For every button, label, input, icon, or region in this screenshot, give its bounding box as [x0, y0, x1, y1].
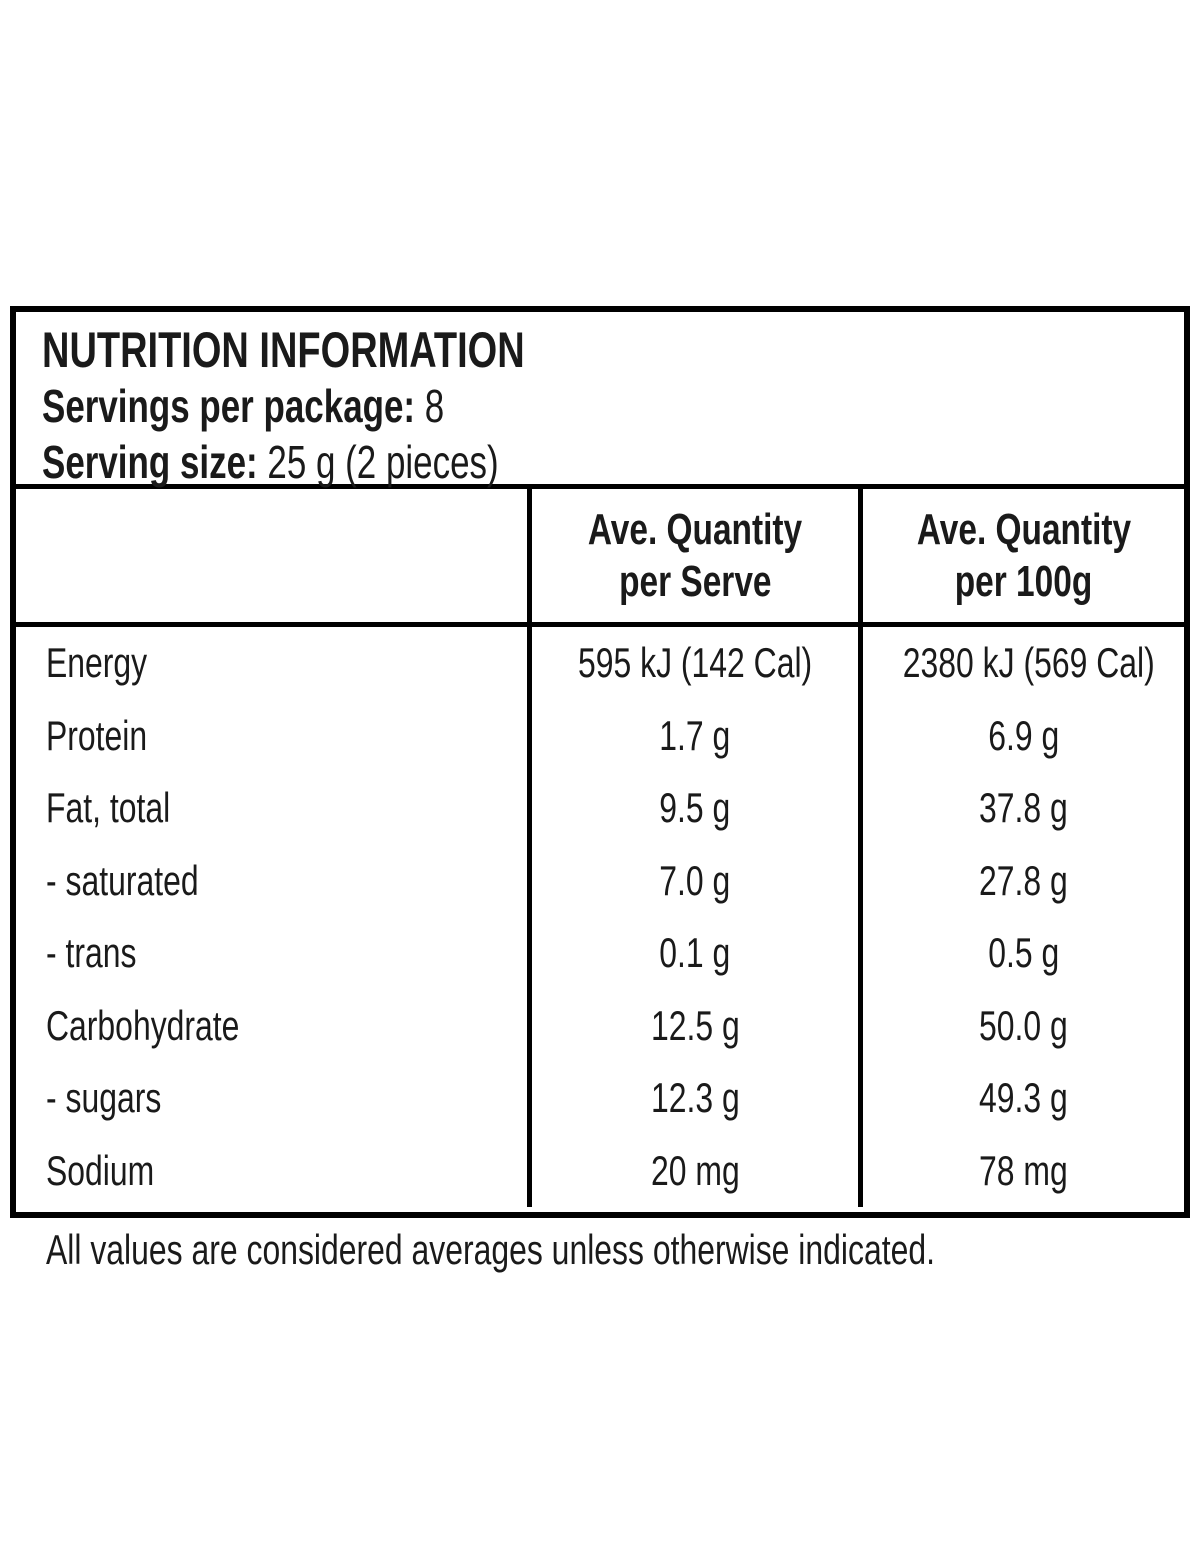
row-value-per-100g: 2380 kJ (569 Cal)	[858, 627, 1195, 700]
table-row-fat-total: Fat, total 9.5 g 37.8 g	[16, 772, 1184, 845]
row-value-per-serve: 595 kJ (142 Cal)	[527, 627, 858, 700]
serving-size-label: Serving size:	[42, 436, 258, 488]
row-value-per-serve: 0.1 g	[527, 917, 858, 990]
table-row-sugars: - sugars 12.3 g 49.3 g	[16, 1062, 1184, 1135]
row-value-per-serve: 12.5 g	[527, 989, 858, 1062]
page-title: NUTRITION INFORMATION	[42, 322, 525, 378]
row-value-per-100g: 6.9 g	[858, 699, 1184, 772]
per-100g-header-line2: per 100g	[954, 556, 1093, 606]
row-value-per-serve: 20 mg	[527, 1134, 858, 1207]
table-row-saturated: - saturated 7.0 g 27.8 g	[16, 844, 1184, 917]
row-label: Energy	[46, 639, 148, 687]
servings-per-package-row: Servings per package: 8	[42, 378, 1184, 434]
row-value-per-100g: 49.3 g	[858, 1062, 1184, 1135]
servings-label: Servings per package:	[42, 380, 416, 432]
row-value-per-100g: 78 mg	[858, 1134, 1184, 1207]
table-body: Energy 595 kJ (142 Cal) 2380 kJ (569 Cal…	[16, 627, 1184, 1207]
column-header-empty	[16, 489, 527, 622]
footer-note: All values are considered averages unles…	[46, 1226, 935, 1273]
row-value-per-serve: 9.5 g	[527, 772, 858, 845]
row-value-per-100g: 27.8 g	[858, 844, 1184, 917]
row-label: - trans	[46, 929, 137, 977]
serving-size-value: 25 g (2 pieces)	[267, 436, 499, 488]
row-value-per-100g: 50.0 g	[858, 989, 1184, 1062]
serving-size-row: Serving size: 25 g (2 pieces)	[42, 434, 1184, 490]
table-row-sodium: Sodium 20 mg 78 mg	[16, 1134, 1184, 1207]
column-header-row: Ave. Quantity per Serve Ave. Quantity pe…	[16, 489, 1184, 627]
table-row-carbohydrate: Carbohydrate 12.5 g 50.0 g	[16, 989, 1184, 1062]
title-block: NUTRITION INFORMATION Servings per packa…	[16, 312, 1184, 489]
row-value-per-100g: 0.5 g	[858, 917, 1184, 990]
column-header-per-serve: Ave. Quantity per Serve	[527, 489, 858, 622]
table-row-energy: Energy 595 kJ (142 Cal) 2380 kJ (569 Cal…	[16, 627, 1184, 700]
row-value-per-serve: 1.7 g	[527, 699, 858, 772]
row-label: Carbohydrate	[46, 1001, 240, 1049]
table-row-protein: Protein 1.7 g 6.9 g	[16, 699, 1184, 772]
row-value-per-serve: 12.3 g	[527, 1062, 858, 1135]
row-value-per-serve: 7.0 g	[527, 844, 858, 917]
per-serve-header-line2: per Serve	[618, 556, 772, 606]
row-label: - sugars	[46, 1074, 162, 1122]
table-row-trans: - trans 0.1 g 0.5 g	[16, 917, 1184, 990]
row-label: - saturated	[46, 856, 199, 904]
row-label: Sodium	[46, 1146, 155, 1194]
column-header-per-100g: Ave. Quantity per 100g	[858, 489, 1184, 622]
servings-value: 8	[424, 380, 445, 432]
row-label: Protein	[46, 711, 148, 759]
title-row: NUTRITION INFORMATION	[42, 322, 1184, 378]
per-serve-header-line1: Ave. Quantity	[587, 504, 803, 554]
row-value-per-100g: 37.8 g	[858, 772, 1184, 845]
nutrition-table: NUTRITION INFORMATION Servings per packa…	[10, 306, 1190, 1218]
row-label: Fat, total	[46, 784, 171, 832]
per-100g-header-line1: Ave. Quantity	[916, 504, 1131, 554]
